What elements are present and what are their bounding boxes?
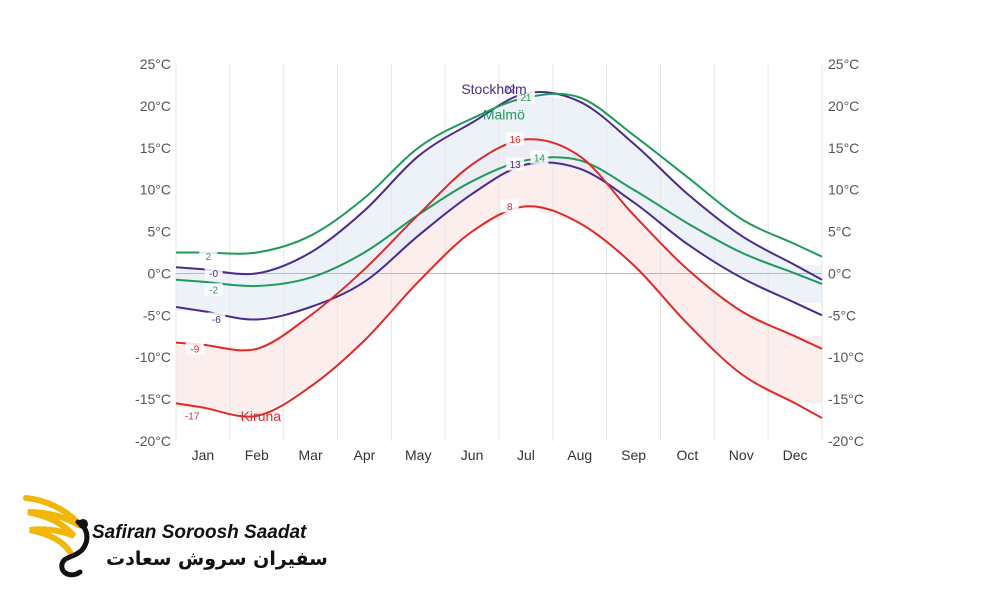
y-tick-label-left: 25°C <box>140 56 171 72</box>
data-label: 22 <box>504 85 516 96</box>
data-label-bg <box>506 157 525 171</box>
series-line-malm-min <box>175 156 823 288</box>
y-tick-label-right: 15°C <box>828 140 859 156</box>
data-label: 14 <box>534 153 546 164</box>
data-label: 16 <box>510 135 522 146</box>
series-line-stockholm-min <box>175 161 823 321</box>
brand-name-fa: سفیران سروش سعادت <box>106 548 328 570</box>
y-tick-label-right: -20°C <box>828 433 864 449</box>
x-tick-label: Aug <box>567 447 592 463</box>
y-tick-label-right: -10°C <box>828 349 864 365</box>
data-label-bg <box>516 90 535 104</box>
x-tick-label: Mar <box>299 447 323 463</box>
tick-layer: 25°C 25°C20°C 20°C15°C 15°C10°C 10°C5°C 5°C0°… <box>135 56 864 463</box>
y-tick-label-left: -15°C <box>135 391 171 407</box>
data-label: 2 <box>206 252 212 263</box>
data-label: -17 <box>185 411 200 422</box>
y-tick-label-right: 0°C <box>828 265 852 281</box>
data-label-bg <box>500 82 519 96</box>
y-tick-label-left: 0°C <box>148 265 172 281</box>
y-tick-label-right: 25°C <box>828 56 859 72</box>
y-tick-label-right: 10°C <box>828 182 859 198</box>
series-line-stockholm-max <box>175 90 823 281</box>
grid-layer <box>175 64 823 441</box>
series-line-kiruna-max <box>175 138 823 352</box>
x-tick-label: May <box>405 447 431 463</box>
data-label: 8 <box>507 202 513 213</box>
swan-wing-icon <box>23 495 90 578</box>
x-tick-label: Jul <box>517 447 535 463</box>
x-tick-label: Sep <box>621 447 646 463</box>
data-label-bg <box>506 132 525 146</box>
city-label: Stockholm <box>461 81 526 97</box>
data-label: -9 <box>190 344 199 355</box>
y-tick-label-right: -5°C <box>828 307 856 323</box>
company-logo: Safiran Soroosh Saadat سفیران سروش سعادت <box>20 492 328 582</box>
data-label-bg <box>207 312 226 326</box>
x-tick-label: Oct <box>677 447 699 463</box>
x-tick-label: Dec <box>783 447 808 463</box>
x-tick-label: Feb <box>245 447 269 463</box>
data-label-bg <box>185 341 204 355</box>
y-tick-label-left: 20°C <box>140 98 171 114</box>
y-tick-label-left: 15°C <box>140 140 171 156</box>
series-layer <box>175 90 823 419</box>
data-label: 21 <box>520 93 532 104</box>
data-label: 13 <box>510 160 522 171</box>
x-tick-label: Jun <box>461 447 484 463</box>
data-label-bg <box>530 150 549 164</box>
x-tick-label: Jan <box>192 447 215 463</box>
series-line-malm-max <box>176 92 823 258</box>
y-tick-label-left: -5°C <box>143 307 171 323</box>
x-tick-label: Apr <box>354 447 376 463</box>
y-tick-label-right: 5°C <box>828 224 852 240</box>
y-tick-label-left: -10°C <box>135 349 171 365</box>
series-line-kiruna-min <box>175 205 823 419</box>
y-tick-label-left: 10°C <box>140 182 171 198</box>
data-label-bg <box>500 199 519 213</box>
data-label-bg <box>204 266 223 280</box>
data-label-bg <box>199 249 218 263</box>
label-layer: 2 -0 -2 -6 -9 -17 22 21 16 14 13 8 Stockholm Malmö Kir… <box>183 81 549 424</box>
y-tick-label-left: -20°C <box>135 433 171 449</box>
data-label: -2 <box>209 286 218 297</box>
city-label: Kiruna <box>241 408 282 424</box>
data-label-bg <box>183 408 202 422</box>
data-label: -6 <box>212 315 221 326</box>
data-label-bg <box>204 283 223 297</box>
y-tick-label-left: 5°C <box>148 224 172 240</box>
city-label: Malmö <box>483 106 525 122</box>
brand-name-en: Safiran Soroosh Saadat <box>92 522 307 543</box>
data-label: -0 <box>209 269 218 280</box>
x-tick-label: Nov <box>729 447 754 463</box>
y-tick-label-right: -15°C <box>828 391 864 407</box>
y-tick-label-right: 20°C <box>828 98 859 114</box>
